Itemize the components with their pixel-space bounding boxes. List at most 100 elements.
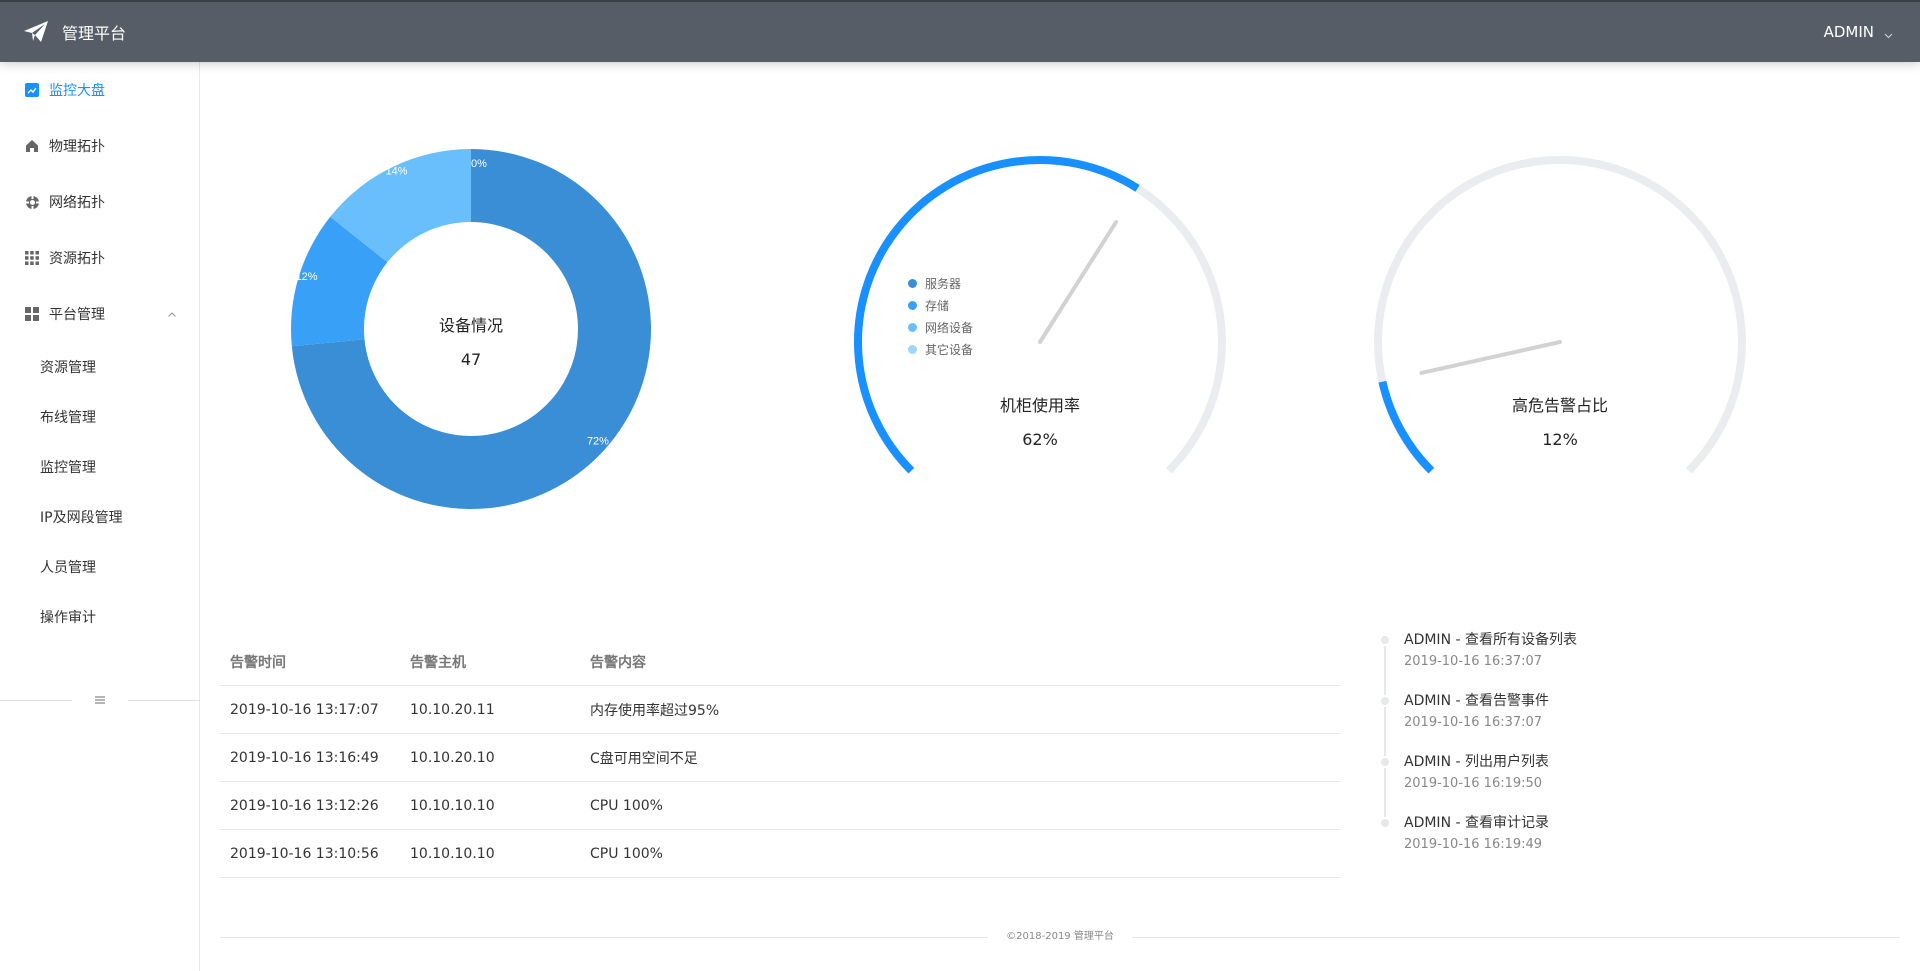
sidebar-item-label: 监控大盘 — [49, 83, 105, 99]
donut-slice[interactable] — [330, 149, 471, 263]
cabinet-usage-gauge: 机柜使用率 62% — [840, 142, 1240, 542]
legend-item[interactable]: 存储 — [908, 294, 973, 316]
column-header[interactable]: 告警主机 — [410, 654, 466, 671]
audit-timeline: ADMIN - 查看所有设备列表 2019-10-16 16:37:07 ADM… — [1378, 630, 1738, 874]
alert-time: 2019-10-16 13:17:07 — [230, 701, 379, 718]
alert-time: 2019-10-16 13:12:26 — [230, 797, 379, 814]
timeline-line — [1384, 640, 1386, 820]
timeline-title: ADMIN - 列出用户列表 — [1404, 754, 1549, 770]
table-row[interactable]: 2019-10-16 13:10:56 10.10.10.10 CPU 100% — [220, 830, 1340, 878]
alert-content: CPU 100% — [590, 845, 663, 862]
legend-label: 服务器 — [925, 276, 962, 291]
legend-label: 存储 — [925, 298, 950, 313]
sidebar-subitem-cabling-management[interactable]: 布线管理 — [40, 410, 96, 426]
donut-center-value: 47 — [460, 350, 482, 369]
donut-legend: 服务器 存储 网络设备 其它设备 — [908, 272, 973, 360]
gauge-progress — [1378, 380, 1435, 474]
alert-time: 2019-10-16 13:16:49 — [230, 749, 379, 766]
gauge-pointer — [1419, 340, 1562, 375]
top-header: 管理平台 ADMIN — [0, 0, 1920, 62]
legend-label: 网络设备 — [925, 320, 974, 335]
timeline-item: ADMIN - 列出用户列表 2019-10-16 16:19:50 — [1378, 752, 1738, 813]
divider — [128, 700, 200, 701]
sidebar-item-network-topology[interactable]: 网络拓扑 — [0, 174, 199, 230]
sidebar: 监控大盘 物理拓扑 网络拓扑 资源拓扑 平台管理 资源管理 布线管理 监控管理 … — [0, 62, 200, 971]
donut-center-title: 设备情况 — [438, 316, 503, 335]
gauge-title: 机柜使用率 — [999, 396, 1080, 415]
timeline-item: ADMIN - 查看所有设备列表 2019-10-16 16:37:07 — [1378, 630, 1738, 691]
sidebar-subitem-audit[interactable]: 操作审计 — [40, 610, 96, 626]
app-title: 管理平台 — [62, 24, 127, 43]
table-header: 告警时间 告警主机 告警内容 — [220, 638, 1340, 686]
donut-slice[interactable] — [291, 149, 651, 510]
chevron-down-icon — [1883, 27, 1894, 38]
sidebar-item-label: 网络拓扑 — [49, 195, 105, 211]
menu-fold-icon[interactable] — [92, 692, 108, 708]
chevron-up-icon — [167, 308, 177, 318]
user-menu[interactable]: ADMIN — [1824, 23, 1894, 41]
footer: ©2018-2019 管理平台 — [220, 930, 1900, 944]
brand[interactable]: 管理平台 — [22, 18, 126, 46]
home-icon — [24, 138, 40, 154]
sidebar-item-label: 物理拓扑 — [49, 139, 105, 155]
donut-slice-label: 0% — [471, 158, 487, 170]
gauge-svg — [854, 156, 1226, 474]
alert-host: 10.10.10.10 — [410, 797, 495, 814]
main-content: 72% 12% 14% 0% 设备情况 47 服务器 存储 网络设备 其它设备 机柜使… — [200, 62, 1920, 971]
legend-dot — [908, 278, 917, 288]
gauge-value: 62% — [1022, 430, 1058, 449]
sidebar-subitem-resource-management[interactable]: 资源管理 — [40, 360, 96, 376]
alert-host: 10.10.10.10 — [410, 845, 495, 862]
table-row[interactable]: 2019-10-16 13:17:07 10.10.20.11 内存使用率超过9… — [220, 686, 1340, 734]
user-name: ADMIN — [1823, 23, 1874, 41]
timeline-time: 2019-10-16 16:19:50 — [1404, 776, 1543, 791]
timeline-item: ADMIN - 查看告警事件 2019-10-16 16:37:07 — [1378, 691, 1738, 752]
sidebar-item-monitor[interactable]: 监控大盘 — [0, 62, 199, 118]
donut-slice[interactable] — [291, 216, 388, 347]
legend-label: 其它设备 — [925, 342, 974, 357]
timeline-time: 2019-10-16 16:37:07 — [1404, 715, 1543, 730]
alert-content: CPU 100% — [590, 797, 663, 814]
timeline-time: 2019-10-16 16:37:07 — [1404, 654, 1543, 669]
divider — [220, 937, 988, 938]
legend-item[interactable]: 服务器 — [908, 272, 973, 294]
timeline-dot — [1379, 695, 1391, 707]
timeline-dot — [1379, 817, 1391, 829]
divider — [0, 700, 72, 701]
timeline-item: ADMIN - 查看审计记录 2019-10-16 16:19:49 — [1378, 813, 1738, 874]
column-header[interactable]: 告警时间 — [230, 654, 286, 671]
column-header[interactable]: 告警内容 — [590, 654, 646, 671]
gauge-svg — [1374, 156, 1746, 474]
donut-slice-label: 14% — [386, 165, 408, 177]
legend-dot — [908, 300, 917, 310]
timeline-dot — [1379, 634, 1391, 646]
alert-content: 内存使用率超过95% — [590, 702, 720, 719]
network-icon — [24, 194, 40, 210]
sidebar-item-physical-topology[interactable]: 物理拓扑 — [0, 118, 199, 174]
donut-svg: 72% 12% 14% 0% — [291, 149, 651, 510]
gauge-track — [1374, 156, 1746, 474]
sidebar-item-label: 平台管理 — [49, 307, 105, 323]
timeline-time: 2019-10-16 16:19:49 — [1404, 837, 1543, 852]
sidebar-collapse-bar — [0, 690, 200, 710]
sidebar-subitem-ip-management[interactable]: IP及网段管理 — [40, 510, 123, 526]
timeline-title: ADMIN - 查看所有设备列表 — [1404, 632, 1577, 648]
sidebar-item-resource-topology[interactable]: 资源拓扑 — [0, 230, 199, 286]
copyright: ©2018-2019 管理平台 — [1006, 931, 1114, 942]
alert-time: 2019-10-16 13:10:56 — [230, 845, 379, 862]
sidebar-subitem-monitor-management[interactable]: 监控管理 — [40, 460, 96, 476]
alert-host: 10.10.20.11 — [410, 701, 495, 718]
sidebar-subitem-staff-management[interactable]: 人员管理 — [40, 560, 96, 576]
legend-item[interactable]: 其它设备 — [908, 338, 973, 360]
sidebar-item-label: 资源拓扑 — [49, 251, 105, 267]
dashboard-icon — [24, 306, 40, 322]
timeline-dot — [1379, 756, 1391, 768]
sidebar-item-platform-management[interactable]: 平台管理 — [0, 286, 199, 342]
legend-dot — [908, 322, 917, 332]
alerts-table: 告警时间 告警主机 告警内容 2019-10-16 13:17:07 10.10… — [220, 638, 1340, 878]
table-row[interactable]: 2019-10-16 13:12:26 10.10.10.10 CPU 100% — [220, 782, 1340, 830]
legend-item[interactable]: 网络设备 — [908, 316, 973, 338]
table-row[interactable]: 2019-10-16 13:16:49 10.10.20.10 C盘可用空间不足 — [220, 734, 1340, 782]
donut-slice-label: 72% — [587, 435, 609, 447]
gauge-title: 高危告警占比 — [1511, 396, 1608, 415]
